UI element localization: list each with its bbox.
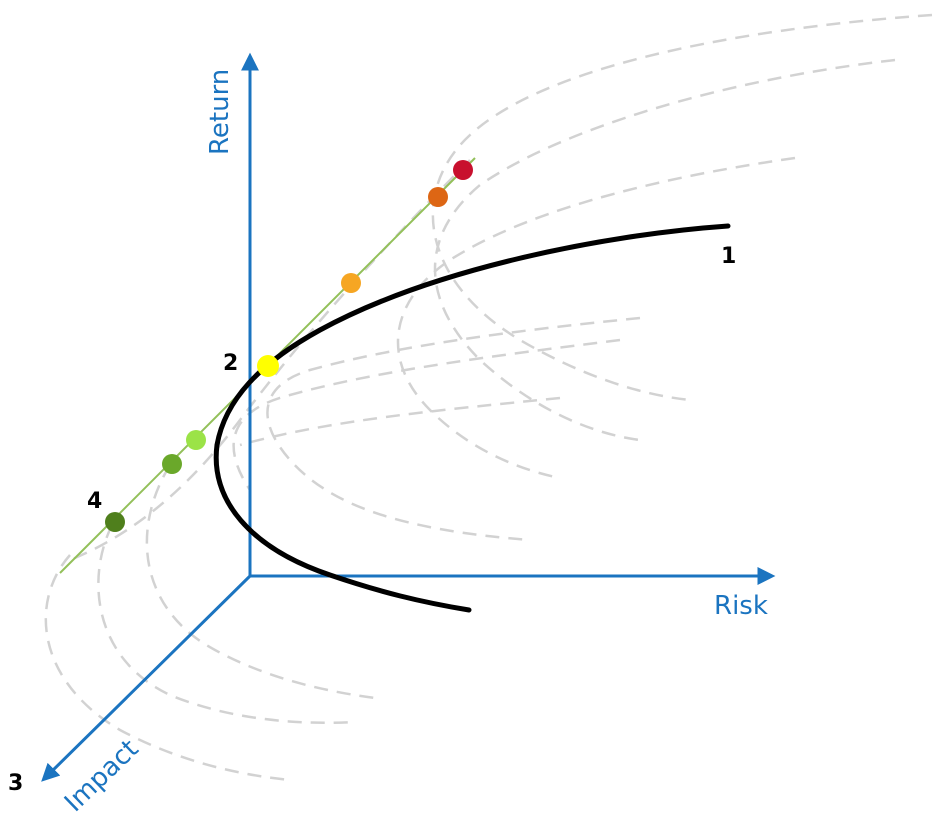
marker-2: 2 xyxy=(223,351,238,376)
point-yellow xyxy=(257,355,279,377)
point-light-green xyxy=(186,430,206,450)
dashed-curve-bottom-1 xyxy=(44,554,291,782)
dashed-curve-bottom-2 xyxy=(97,524,356,725)
dashed-curve-along-line xyxy=(69,159,471,562)
point-orange xyxy=(341,273,361,293)
dashed-curve-upper xyxy=(433,58,896,442)
dashed-surface-curves xyxy=(44,13,933,782)
return-axis-label: Return xyxy=(205,69,235,155)
dashed-curve-lower xyxy=(239,396,561,447)
efficient-frontier-curve xyxy=(213,223,731,613)
point-dark-green xyxy=(105,512,125,532)
point-green xyxy=(162,454,182,474)
marker-1: 1 xyxy=(721,244,736,269)
dashed-curve-mid-lower xyxy=(232,338,621,491)
marker-3: 3 xyxy=(8,771,23,796)
dashed-curve-mid-upper xyxy=(396,156,796,480)
impact-axis xyxy=(41,574,252,782)
portfolio-points xyxy=(105,160,473,532)
dashed-curve-bottom-3 xyxy=(145,464,376,700)
marker-4: 4 xyxy=(87,489,102,514)
risk-axis-label: Risk xyxy=(714,591,768,621)
impact-axis-label: Impact xyxy=(59,734,145,818)
axes xyxy=(41,52,776,782)
point-dark-orange xyxy=(428,187,448,207)
dashed-curve-mid xyxy=(266,316,641,542)
point-red xyxy=(453,160,473,180)
dashed-curve-top xyxy=(431,13,933,402)
